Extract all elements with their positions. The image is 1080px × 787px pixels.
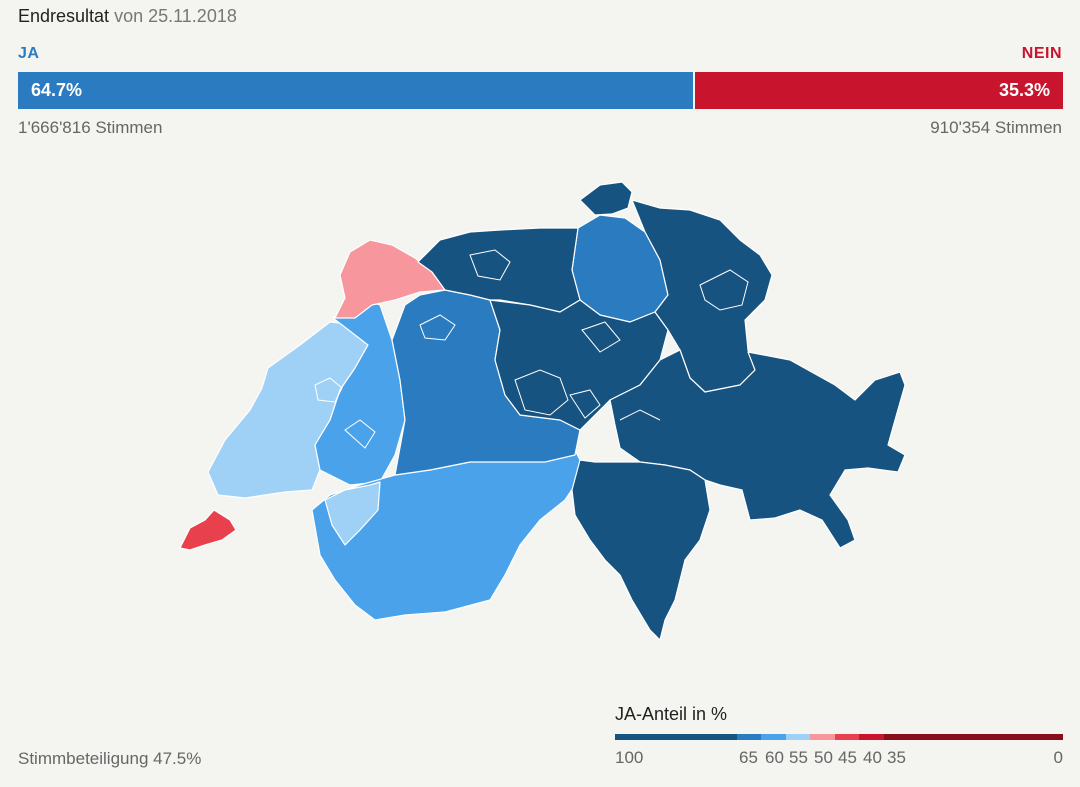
result-bar: 64.7% 35.3%: [18, 72, 1063, 109]
result-header: Endresultat von 25.11.2018: [18, 6, 237, 27]
header-title: Endresultat: [18, 6, 110, 26]
legend-title: JA-Anteil in %: [615, 704, 728, 724]
legend-tick: 45: [838, 748, 857, 767]
legend-tick: 55: [789, 748, 808, 767]
region-geneva[interactable]: [179, 509, 237, 551]
region-jura[interactable]: [334, 239, 446, 319]
legend-seg-45-50: [810, 734, 835, 740]
region-vaud-chablais[interactable]: [324, 481, 381, 546]
switzerland-canton-map: [179, 181, 906, 641]
ja-bar-segment[interactable]: 64.7%: [18, 72, 693, 109]
legend-tick: 35: [887, 748, 906, 767]
legend-seg-60-65: [737, 734, 761, 740]
region-schaffhausen[interactable]: [579, 181, 633, 216]
legend-tick: 60: [765, 748, 784, 767]
region-graubuenden[interactable]: [609, 349, 906, 549]
region-ticino[interactable]: [571, 459, 711, 641]
nein-percent: 35.3%: [998, 80, 1050, 100]
legend-seg-65-100: [615, 734, 737, 740]
legend-tick: 50: [814, 748, 833, 767]
legend-tick: 0: [1053, 748, 1063, 767]
legend-color-scale: [615, 734, 1063, 740]
ja-label: JA: [18, 45, 40, 62]
nein-votes: 910'354 Stimmen: [930, 118, 1062, 137]
legend-seg-40-45: [835, 734, 859, 740]
header-date: von 25.11.2018: [114, 6, 237, 26]
legend-tick: 40: [863, 748, 882, 767]
legend-ticks: 100 65 60 55 50 45 40 35 0: [615, 748, 1063, 772]
turnout-text: Stimmbeteiligung 47.5%: [18, 749, 202, 768]
legend-tick: 65: [739, 748, 758, 767]
legend-tick: 100: [615, 748, 644, 767]
ja-votes: 1'666'816 Stimmen: [18, 118, 163, 137]
legend-seg-35-40: [859, 734, 884, 740]
legend-seg-50-55: [786, 734, 810, 740]
legend: JA-Anteil in % 100 65 60 55 50 45 40 35 …: [615, 704, 1063, 772]
ja-percent: 64.7%: [31, 80, 83, 100]
nein-bar-segment[interactable]: 35.3%: [692, 72, 1063, 109]
legend-seg-0-35: [884, 734, 1063, 740]
nein-label: NEIN: [1021, 45, 1062, 62]
legend-seg-55-60: [761, 734, 786, 740]
